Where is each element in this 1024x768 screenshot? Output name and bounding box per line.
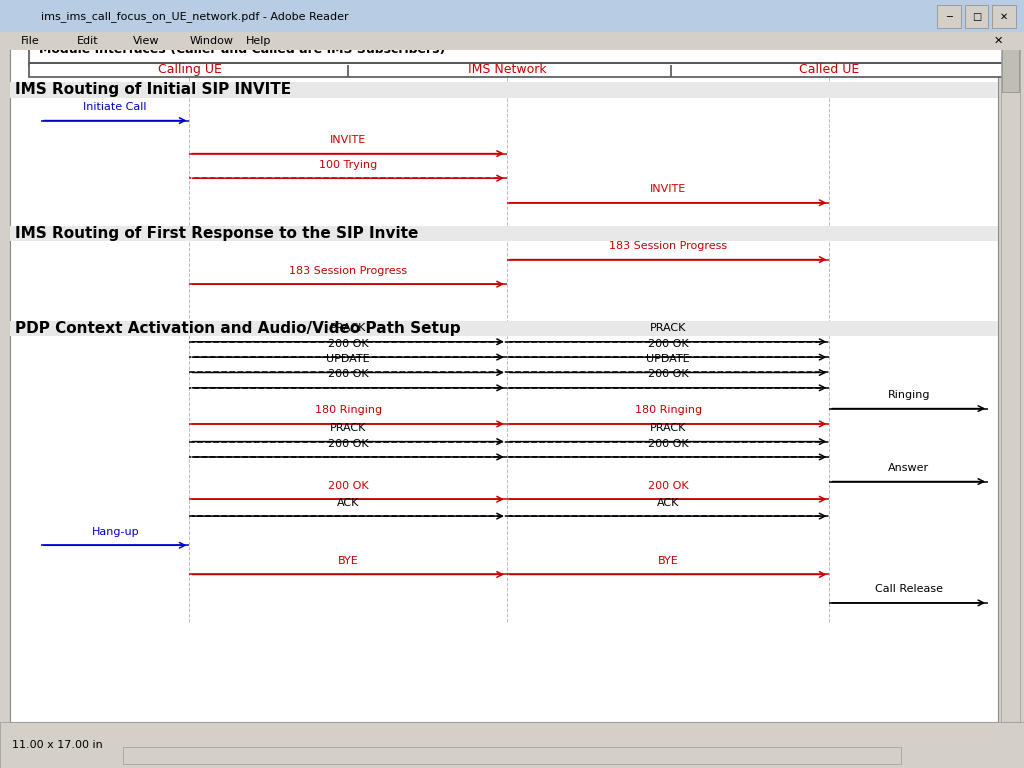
Text: Answer: Answer: [888, 463, 930, 473]
Text: IMS Routing of Initial SIP INVITE: IMS Routing of Initial SIP INVITE: [15, 82, 292, 98]
Text: Edit: Edit: [77, 35, 98, 46]
Text: 200 OK: 200 OK: [648, 481, 688, 491]
FancyBboxPatch shape: [123, 747, 901, 764]
Text: Hang-up: Hang-up: [91, 527, 139, 537]
Text: PRACK: PRACK: [330, 323, 367, 333]
Text: 200 OK: 200 OK: [648, 339, 688, 349]
FancyBboxPatch shape: [937, 5, 961, 28]
Text: ✕: ✕: [993, 35, 1004, 46]
FancyBboxPatch shape: [0, 0, 1024, 32]
FancyBboxPatch shape: [965, 5, 988, 28]
Text: INVITE: INVITE: [650, 184, 686, 194]
Text: 180 Ringing: 180 Ringing: [635, 406, 701, 415]
FancyBboxPatch shape: [29, 35, 1004, 65]
Text: ims_ims_call_focus_on_UE_network.pdf - Adobe Reader: ims_ims_call_focus_on_UE_network.pdf - A…: [41, 11, 348, 22]
Text: PRACK: PRACK: [330, 423, 367, 433]
Text: Call Release: Call Release: [874, 584, 943, 594]
Text: View: View: [133, 35, 160, 46]
Text: ACK: ACK: [337, 498, 359, 508]
Text: INVITE: INVITE: [330, 135, 367, 145]
Text: File: File: [20, 35, 39, 46]
Text: Called UE: Called UE: [800, 64, 859, 76]
FancyBboxPatch shape: [29, 63, 1004, 77]
Text: Ringing: Ringing: [888, 390, 930, 400]
Text: 200 OK: 200 OK: [328, 481, 369, 491]
Text: Module Interfaces (Caller and Called are IMS Subscribers): Module Interfaces (Caller and Called are…: [39, 43, 445, 55]
Text: Help: Help: [246, 35, 271, 46]
Text: PRACK: PRACK: [650, 323, 686, 333]
FancyBboxPatch shape: [10, 321, 998, 336]
Text: UPDATE: UPDATE: [646, 354, 690, 364]
Text: BYE: BYE: [657, 556, 679, 566]
Text: PRACK: PRACK: [650, 423, 686, 433]
Text: Initiate Call: Initiate Call: [83, 102, 147, 112]
Text: 100 Trying: 100 Trying: [319, 160, 377, 170]
FancyBboxPatch shape: [0, 722, 1024, 768]
FancyBboxPatch shape: [1002, 46, 1019, 92]
Text: 200 OK: 200 OK: [648, 369, 688, 379]
Text: 183 Session Progress: 183 Session Progress: [289, 266, 408, 276]
Text: □: □: [972, 12, 981, 22]
FancyBboxPatch shape: [992, 5, 1016, 28]
Text: 200 OK: 200 OK: [328, 339, 369, 349]
Text: IMS Network: IMS Network: [468, 64, 546, 76]
Text: IMS Routing of First Response to the SIP Invite: IMS Routing of First Response to the SIP…: [15, 226, 419, 241]
Text: 183 Session Progress: 183 Session Progress: [609, 241, 727, 251]
Text: Window: Window: [189, 35, 233, 46]
FancyBboxPatch shape: [10, 27, 998, 722]
Text: 11.00 x 17.00 in: 11.00 x 17.00 in: [12, 740, 103, 750]
Text: PDP Context Activation and Audio/Video Path Setup: PDP Context Activation and Audio/Video P…: [15, 321, 461, 336]
FancyBboxPatch shape: [0, 32, 1024, 50]
Text: UPDATE: UPDATE: [327, 354, 370, 364]
Text: 200 OK: 200 OK: [328, 369, 369, 379]
Text: ─: ─: [946, 12, 951, 22]
Text: 200 OK: 200 OK: [328, 439, 369, 449]
Text: BYE: BYE: [338, 556, 358, 566]
FancyBboxPatch shape: [10, 226, 998, 241]
Text: 180 Ringing: 180 Ringing: [314, 406, 382, 415]
FancyBboxPatch shape: [10, 82, 998, 98]
FancyBboxPatch shape: [1001, 27, 1020, 722]
Text: 200 OK: 200 OK: [648, 439, 688, 449]
Text: ACK: ACK: [657, 498, 679, 508]
Text: ✕: ✕: [1000, 12, 1008, 22]
Text: Calling UE: Calling UE: [158, 64, 221, 76]
